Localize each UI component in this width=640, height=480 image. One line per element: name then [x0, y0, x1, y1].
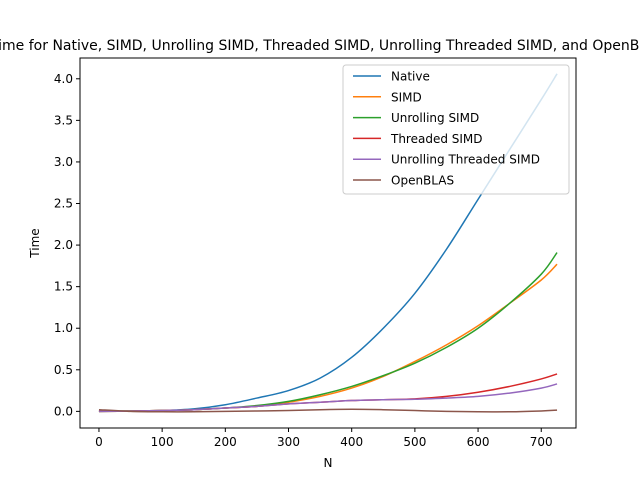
y-tick-label: 2.5	[54, 197, 73, 211]
series-line-4	[98, 383, 558, 413]
plot-frame	[79, 57, 577, 429]
x-tick-label: 300	[277, 435, 300, 449]
y-tick-label: 0.5	[54, 363, 73, 377]
legend-label-2: Unrolling SIMD	[391, 111, 479, 125]
legend-label-3: Threaded SIMD	[390, 132, 483, 146]
y-axis: 0.0 0.5 1.0 1.5 2.0 2.5 3.0 3.5 4.0	[54, 72, 80, 418]
x-tick-label: 0	[95, 435, 103, 449]
y-tick-label: 1.0	[54, 321, 73, 335]
x-tick-label: 700	[530, 435, 553, 449]
y-tick-label: 3.5	[54, 113, 73, 127]
x-axis: 0 100 200 300 400 500 600 700	[95, 428, 553, 449]
x-axis-label: N	[324, 456, 333, 470]
x-tick-label: 500	[403, 435, 426, 449]
legend-label-5: OpenBLAS	[391, 174, 454, 188]
legend-box	[342, 64, 570, 195]
x-tick-label: 100	[151, 435, 174, 449]
legend-label-4: Unrolling Threaded SIMD	[391, 153, 540, 167]
y-axis-label: Time	[28, 228, 42, 258]
x-tick-label: 600	[467, 435, 490, 449]
y-tick-label: 2.0	[54, 238, 73, 252]
y-tick-label: 0.0	[54, 404, 73, 418]
chart-title: Time for Native, SIMD, Unrolling SIMD, T…	[0, 38, 640, 54]
legend-label-0: Native	[391, 70, 430, 84]
y-tick-label: 3.0	[54, 155, 73, 169]
legend: Native SIMD Unrolling SIMD Threaded SIMD Unr…	[342, 64, 570, 195]
x-tick-label: 400	[340, 435, 363, 449]
y-tick-label: 4.0	[54, 72, 73, 86]
x-tick-label: 200	[214, 435, 237, 449]
series-line-5	[98, 408, 558, 413]
y-tick-label: 1.5	[54, 280, 73, 294]
legend-label-1: SIMD	[391, 90, 422, 104]
